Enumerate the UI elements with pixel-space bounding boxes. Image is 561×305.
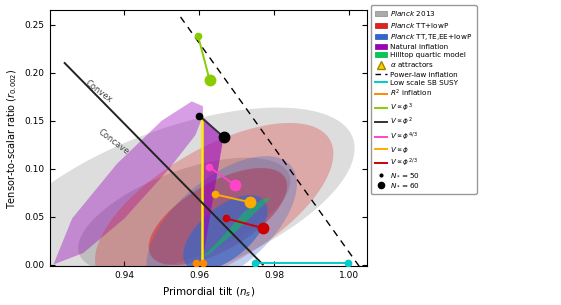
Polygon shape xyxy=(149,168,287,265)
Text: Convex: Convex xyxy=(83,79,113,105)
X-axis label: Primordial tilt ($n_s$): Primordial tilt ($n_s$) xyxy=(162,286,255,300)
Polygon shape xyxy=(146,156,297,292)
Polygon shape xyxy=(78,158,291,271)
Y-axis label: Tensor-to-scalar ratio ($r_{0.002}$): Tensor-to-scalar ratio ($r_{0.002}$) xyxy=(6,68,19,209)
Legend: $\it{Planck}$ 2013, $\it{Planck}$ TT+lowP, $\it{Planck}$ TT,TE,EE+lowP, Natural : $\it{Planck}$ 2013, $\it{Planck}$ TT+low… xyxy=(371,5,477,194)
Polygon shape xyxy=(0,108,355,300)
Polygon shape xyxy=(95,123,333,291)
Polygon shape xyxy=(188,197,270,264)
Text: Concave: Concave xyxy=(96,127,131,156)
Polygon shape xyxy=(183,195,268,271)
Polygon shape xyxy=(202,116,223,264)
Polygon shape xyxy=(53,101,203,264)
